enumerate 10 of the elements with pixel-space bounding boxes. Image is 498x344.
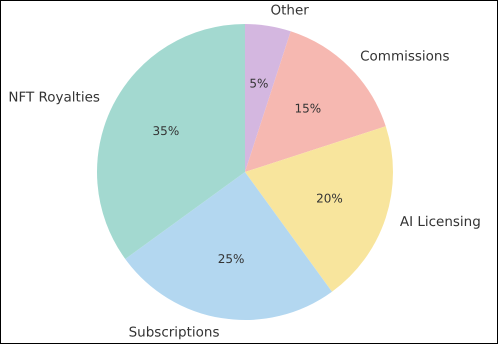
slice-label: AI Licensing [400, 214, 481, 230]
data-label: 20% [316, 192, 343, 206]
data-label: 35% [152, 124, 180, 138]
data-label: 15% [294, 101, 322, 116]
slice-label: Other [270, 2, 310, 19]
slice-label: NFT Royalties [8, 90, 100, 106]
data-label: 5% [249, 76, 268, 90]
slice-label: Subscriptions [128, 324, 220, 340]
data-label: 25% [218, 252, 244, 266]
slice-label: Commissions [360, 48, 450, 64]
